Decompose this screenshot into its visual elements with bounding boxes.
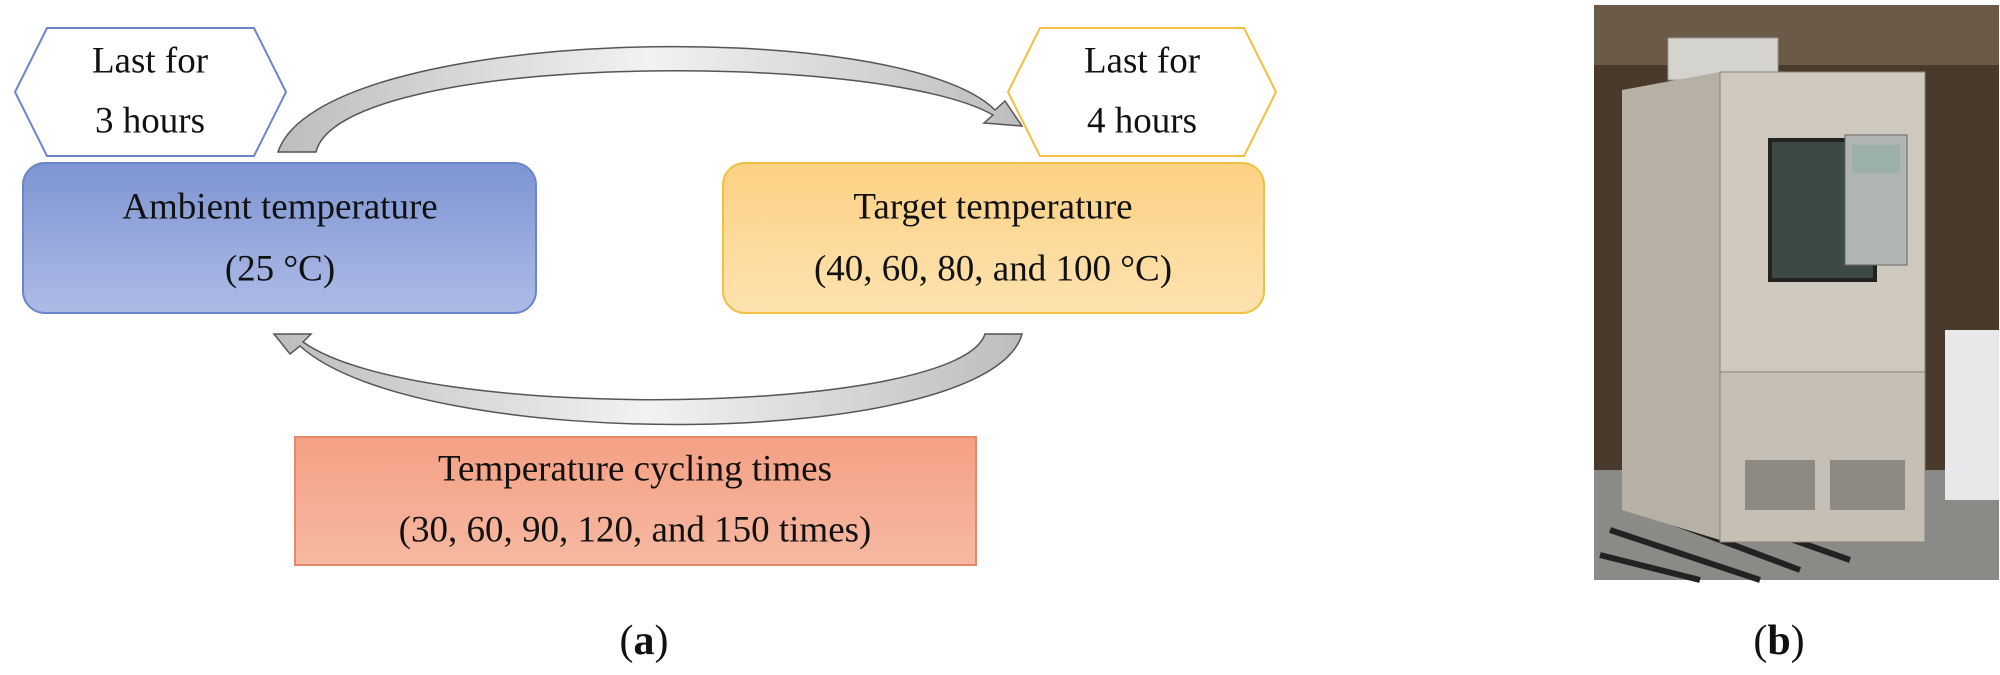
note-text: Last for [1084,40,1200,81]
box-text: (30, 60, 90, 120, and 150 times) [399,509,872,550]
duration-note [13,27,288,157]
caption-part: ( [620,618,634,664]
note-text: 4 hours [1087,100,1197,141]
target-box [722,162,1265,314]
caption-part: ) [1791,618,1805,664]
cycle-arrow-bottom [272,333,1023,426]
box-text: Temperature cycling times [438,448,832,489]
note-text: Last for [92,40,208,81]
caption-letter: b [1767,618,1790,664]
caption-part: ) [655,618,669,664]
box-text: (40, 60, 80, and 100 °C) [814,248,1172,289]
panel-caption: (b) [1753,618,1804,664]
cycling-box [294,436,977,566]
cycle-arrow-top [276,45,1024,153]
note-text: 3 hours [95,100,205,141]
photo [1594,5,1999,583]
duration-note [1006,27,1278,157]
box-text: (25 °C) [225,248,335,289]
box-text: Target temperature [853,186,1132,227]
ambient-box [22,162,537,314]
panel-caption: (a) [620,618,669,664]
caption-part: ( [1753,618,1767,664]
box-text: Ambient temperature [122,186,437,227]
caption-letter: a [634,618,655,664]
